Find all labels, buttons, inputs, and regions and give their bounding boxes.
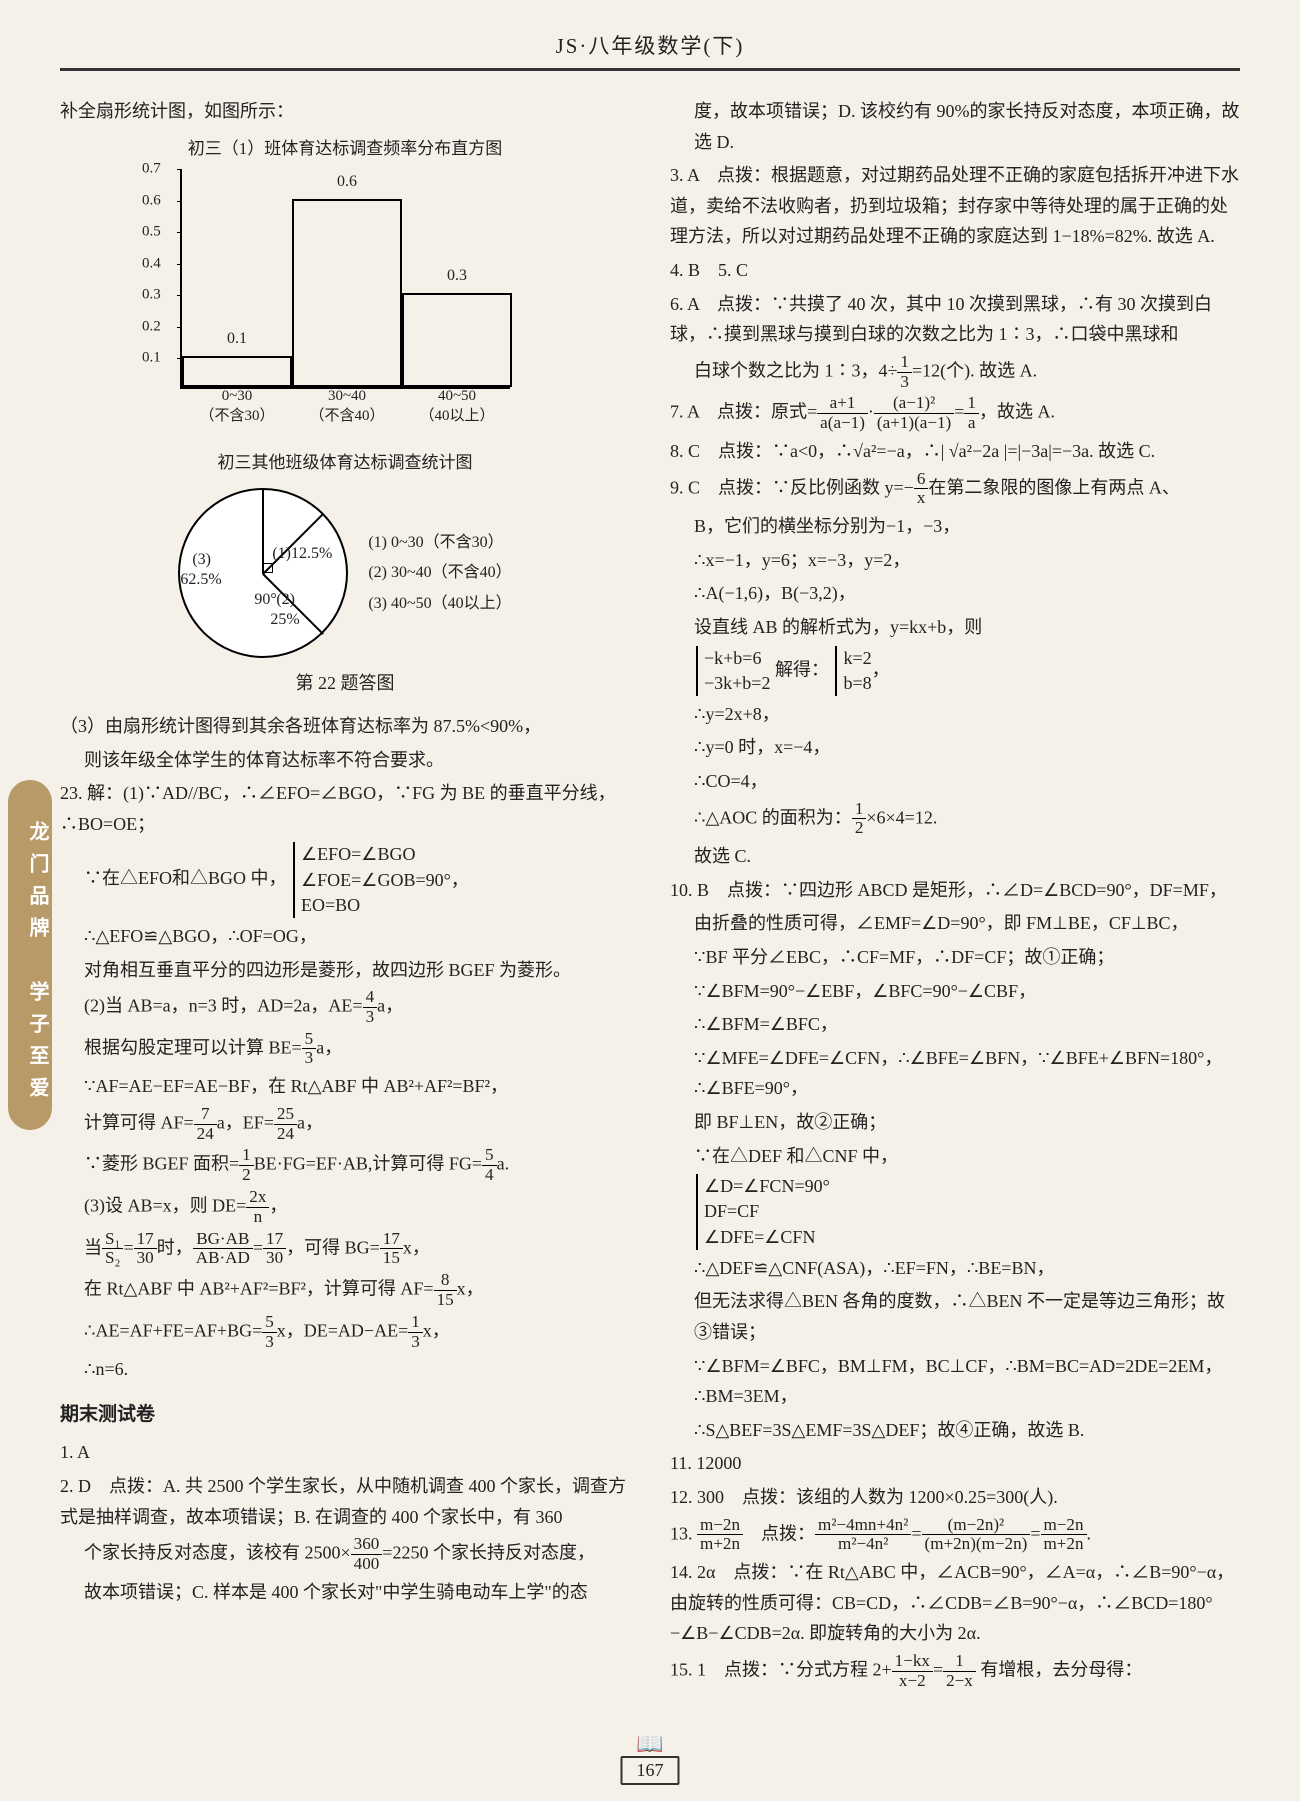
text-line: ∵在△DEF 和△CNF 中， [694, 1141, 1240, 1172]
page-number: 167 [621, 1756, 680, 1785]
text-line: ∵在△EFO和△BGO 中， [84, 868, 287, 888]
brace-group: ∠EFO=∠BGO ∠FOE=∠GOB=90°， EO=BO [293, 842, 469, 918]
text-line: 但无法求得△BEN 各角的度数，∴△BEN 不一定是等边三角形；故③错误； [694, 1286, 1240, 1347]
text-line: 个家长持反对态度，该校有 2500×360400=2250 个家长持反对态度， [84, 1535, 630, 1574]
text-line: (3)设 AB=x，则 DE=2xn， [84, 1188, 630, 1227]
text-line: 4. B 5. C [670, 255, 1240, 286]
answer-line: 2. D 点拨：A. 共 2500 个学生家长，从中随机调查 400 个家长，调… [60, 1471, 630, 1532]
text-line: ∵菱形 BGEF 面积=12BE·FG=EF·AB,计算可得 FG=54a. [84, 1146, 630, 1185]
text-line: ∵∠BFM=90°−∠EBF，∠BFC=90°−∠CBF， [694, 976, 1240, 1007]
text-line: （3）由扇形统计图得到其余各班体育达标率为 87.5%<90%， [60, 711, 630, 742]
text-line: 在 Rt△ABF 中 AB²+AF²=BF²，计算可得 AF=815x， [84, 1271, 630, 1310]
text-line: 7. A 点拨：原式=a+1a(a−1)·(a−1)²(a+1)(a−1)=1a… [670, 394, 1240, 433]
text-line: 23. 解：(1)∵AD//BC，∴∠EFO=∠BGO，∵FG 为 BE 的垂直… [60, 778, 630, 839]
text-line: B，它们的横坐标分别为−1，−3， [694, 511, 1240, 542]
text-line: 11. 12000 [670, 1448, 1240, 1479]
text-line: ∵BF 平分∠EBC，∴CF=MF，∴DF=CF；故①正确； [694, 942, 1240, 973]
text-line: 8. C 点拨：∵a<0，∴√a²=−a，∴| √a²−2a |=|−3a|=−… [670, 436, 1240, 467]
text-line: 14. 2α 点拨：∵在 Rt△ABC 中，∠ACB=90°，∠A=α，∴∠B=… [670, 1557, 1240, 1649]
text-line: ∴△EFO≌△BGO，∴OF=OG， [84, 921, 630, 952]
book-icon: 📖 [636, 1731, 663, 1757]
content-columns: 补全扇形统计图，如图所示： 初三（1）班体育达标调查频率分布直方图 0.70.6… [60, 96, 1240, 1686]
text-line: ∴△AOC 的面积为：12×6×4=12. [694, 800, 1240, 839]
text-line: −k+b=6−3k+b=2 解得： k=2b=8， [694, 646, 1240, 696]
text-line: ∴△DEF≌△CNF(ASA)，∴EF=FN，∴BE=BN， [694, 1253, 1240, 1284]
text-line: 故本项错误；C. 样本是 400 个家长对"中学生骑电动车上学"的态 [84, 1577, 630, 1608]
pie-legend: (1) 0~30（不含30）(2) 30~40（不含40）(3) 40~50（4… [368, 528, 511, 619]
text-line: 故选 C. [694, 841, 1240, 872]
text-line: 白球个数之比为 1∶3，4÷13=12(个). 故选 A. [694, 353, 1240, 392]
text-line: ∵∠BFM=∠BFC，BM⊥FM，BC⊥CF，∴BM=BC=AD=2DE=2EM… [694, 1351, 1240, 1412]
text-line: ∴n=6. [84, 1354, 630, 1385]
text-line: 度，故本项错误；D. 该校约有 90%的家长持反对态度，本项正确，故选 D. [694, 96, 1240, 157]
text-line: ∴y=2x+8， [694, 699, 1240, 730]
text-line: ∴y=0 时，x=−4， [694, 732, 1240, 763]
text-line: 13. m−2nm+2n 点拨：m²−4mn+4n²m²−4n²=(m−2n)²… [670, 1516, 1240, 1555]
text-line: 计算可得 AF=724a，EF=2524a， [84, 1105, 630, 1144]
right-column: 度，故本项错误；D. 该校约有 90%的家长持反对态度，本项正确，故选 D. 3… [670, 96, 1240, 1686]
text-line: 3. A 点拨：根据题意，对过期药品处理不正确的家庭包括拆开冲进下水道，卖给不法… [670, 160, 1240, 252]
text-line: 6. A 点拨：∵共摸了 40 次，其中 10 次摸到黑球，∴有 30 次摸到白… [670, 289, 1240, 350]
pie-chart-title: 初三其他班级体育达标调查统计图 [60, 449, 630, 478]
sidebar-badge: 龙门品牌 学子至爱 [8, 780, 52, 1130]
brace-group: ∠D=∠FCN=90° DF=CF ∠DFE=∠CFN [696, 1174, 830, 1250]
bar-chart: 0.70.60.50.40.30.20.10.10~30（不含30）0.630~… [180, 169, 510, 389]
text-line: ∴x=−1，y=6；x=−3，y=2， [694, 545, 1240, 576]
text-line: 12. 300 点拨：该组的人数为 1200×0.25=300(人). [670, 1482, 1240, 1513]
text-line: 10. B 点拨：∵四边形 ABCD 是矩形，∴∠D=∠BCD=90°，DF=M… [670, 875, 1240, 906]
text-line: 对角相互垂直平分的四边形是菱形，故四边形 BGEF 为菱形。 [84, 955, 630, 986]
text-line: ∵∠MFE=∠DFE=∠CFN，∴∠BFE=∠BFN，∵∠BFE+∠BFN=18… [694, 1043, 1240, 1104]
text-line: 当S₁S₂=1730时，BG·ABAB·AD=1730，可得 BG=1715x， [84, 1230, 630, 1269]
text-line: 设直线 AB 的解析式为，y=kx+b，则 [694, 612, 1240, 643]
text-line: 根据勾股定理可以计算 BE=53a， [84, 1030, 630, 1069]
text-line: (2)当 AB=a，n=3 时，AD=2a，AE=43a， [84, 988, 630, 1027]
text-line: 则该年级全体学生的体育达标率不符合要求。 [84, 745, 630, 776]
text-line: ∵AF=AE−EF=AE−BF，在 Rt△ABF 中 AB²+AF²=BF²， [84, 1071, 630, 1102]
text-line: ∴S△BEF=3S△EMF=3S△DEF；故④正确，故选 B. [694, 1415, 1240, 1446]
text-line: 即 BF⊥EN，故②正确； [694, 1107, 1240, 1138]
text-line: ∴∠BFM=∠BFC， [694, 1009, 1240, 1040]
text-line: 补全扇形统计图，如图所示： [60, 96, 630, 127]
text-line: ∴CO=4， [694, 766, 1240, 797]
pie-chart: (1)12.5%(2)25%(3)62.5%90° [178, 488, 348, 658]
figure-caption: 第 22 题答图 [60, 668, 630, 699]
page-header: JS·八年级数学(下) [60, 30, 1240, 71]
text-line: 9. C 点拨：∵反比例函数 y=−6x在第二象限的图像上有两点 A、 [670, 470, 1240, 509]
text-line: ∴AE=AF+FE=AF+BG=53x，DE=AD−AE=13x， [84, 1313, 630, 1352]
text-line: 由折叠的性质可得，∠EMF=∠D=90°，即 FM⊥BE，CF⊥BC， [694, 908, 1240, 939]
text-line: ∴A(−1,6)，B(−3,2)， [694, 578, 1240, 609]
left-column: 补全扇形统计图，如图所示： 初三（1）班体育达标调查频率分布直方图 0.70.6… [60, 96, 630, 1686]
answer-line: 1. A [60, 1437, 630, 1468]
text-line: 15. 1 点拨：∵分式方程 2+1−kxx−2=12−x 有增根，去分母得： [670, 1652, 1240, 1691]
section-title: 期末测试卷 [60, 1399, 630, 1431]
